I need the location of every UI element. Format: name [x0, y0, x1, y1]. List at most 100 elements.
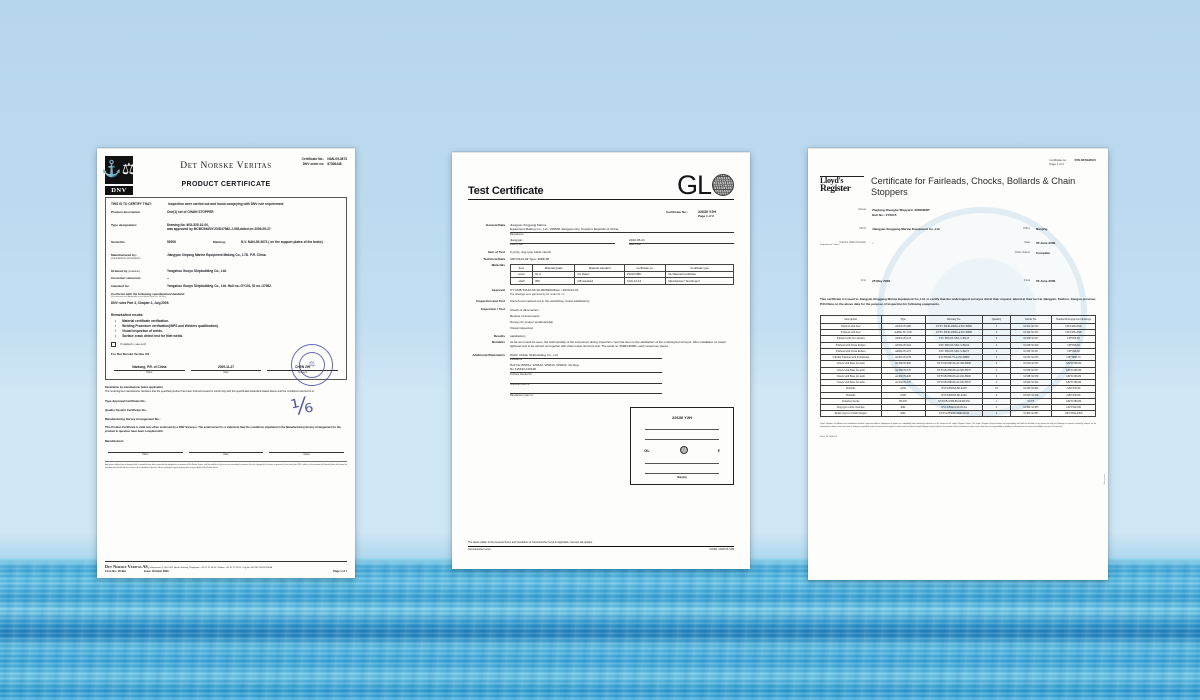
- technical-data-label: Technical Data: [483, 256, 505, 261]
- sign-name-cell: Name: [266, 451, 347, 456]
- manufactured-sublabel: (manufacturer and location): [111, 256, 141, 260]
- sheet-edge: [97, 148, 355, 149]
- globe-icon: [679, 446, 688, 454]
- signature-place-cell: Nantong, P.R. of China Place: [111, 365, 188, 374]
- table-header-row: Item Material grade Material standard Ce…: [510, 264, 734, 272]
- dnv-product-row: Product description One(1) set of CHAIN …: [111, 210, 341, 214]
- dnv-intended-row: Intended for: Yangzhou Guoyu Shipbuildin…: [111, 284, 341, 288]
- list-item: Review of documents: [510, 313, 540, 318]
- vessel-label: Vessel: [858, 208, 866, 212]
- lr-statement: This certificate is issued to Jiangyan X…: [820, 297, 1096, 307]
- serial-value: 92906: [167, 239, 176, 244]
- sign-place-caption: Place: [142, 453, 149, 457]
- date-value: 2009-11-27: [217, 364, 235, 369]
- product-label: Product description: [111, 210, 141, 214]
- dnv-document-title: PRODUCT CERTIFICATE: [181, 181, 271, 188]
- client-value: Jiangyan Xinggang Marine Equipment Co.,L…: [872, 227, 941, 232]
- gl-wordmark: GL: [676, 170, 712, 200]
- gl-hull-caption: Continue intended for: [510, 373, 532, 376]
- lr-document-title: Certificate for Fairleads, Chocks, Bolla…: [871, 176, 1076, 198]
- footer-page: Page 1 of 1: [333, 570, 347, 573]
- cert-no-value: NAN-09-3673: [327, 157, 347, 161]
- item-of-test-value: 5 pc(s), dog type cable clench: [510, 250, 552, 255]
- cell-certtype: Manufacturer Test Report: [665, 277, 734, 285]
- enclosure-checkbox[interactable]: [111, 341, 116, 347]
- quality-system-field[interactable]: Quality System Certificate No.:: [105, 407, 148, 412]
- cell-standard: GB standard: [574, 277, 625, 285]
- ordered-sublabel: (customer): [128, 269, 140, 273]
- technical-data-value: CB/T3143-99 Type: ФФФ-68: [510, 256, 550, 261]
- gl-test-certificate[interactable]: Test Certificate GL Certificate No.: 226…: [452, 152, 750, 569]
- gl-manufacturer-caption: Manufacturer: [510, 233, 524, 236]
- gl-inspection-block: Inspection and Test Clench test carried …: [468, 299, 734, 303]
- gl-cert-no-value: 22630 Y2H: [698, 209, 716, 214]
- gl-remarks-text: As far as it could be seen, the workmans…: [510, 340, 726, 349]
- msa-field[interactable]: Manufacturing Survey Arrangement No.:: [105, 416, 161, 421]
- surveyor-caption: Surveyor: [297, 371, 308, 375]
- list-item: Material certificate verification.: [115, 319, 341, 324]
- dnv-product-certificate[interactable]: ⚓⚖ DNV Certificate No.: DNV order no: NA…: [97, 148, 355, 578]
- inspected-at-label: Inspected at / Dates: [820, 244, 840, 246]
- cell-item: shaft: [510, 277, 533, 285]
- list-item: Visual inspection of welds.: [115, 329, 341, 334]
- gl-manufacturer-line1: Jiangyan Xingyang Marine: [510, 222, 547, 227]
- col-quantity: Quantity: [982, 314, 1011, 324]
- equipment-table: Description Type Drawing No. Quantity Se…: [820, 314, 1096, 418]
- conforms-sublabel: (if necessary use Appendix to certificat…: [111, 296, 167, 299]
- table-row: Fairlead with Two Rollers A350G H=413 XYC …: [820, 335, 1096, 343]
- gl-manufacturer-order-caption: Manufacturer order no.: [510, 394, 534, 397]
- gl-footer-form: FO082 / 2006-05 VFB: [709, 548, 734, 551]
- gl-approval-block: Approval XYY/CB/T3143-99 10-0026920JDen …: [468, 288, 734, 296]
- intended-value: Yangzhou Guoyu Shipbuilding Co., Ltd. Hu…: [167, 284, 272, 289]
- cell-qty: 2: [982, 410, 1011, 418]
- serial-label: Serial No:: [111, 239, 126, 244]
- col-material-grade: Material grade: [531, 264, 576, 272]
- type-approval-field[interactable]: Type Approval Certificate No.:: [105, 398, 147, 403]
- declaration-heading: Declaration by manufacturer (when applic…: [105, 386, 163, 390]
- footer-issue: Issue: October 2000: [143, 570, 169, 573]
- gl-date-caption: Date of test: [629, 244, 641, 247]
- manufactured-label: Manufactured by:: [111, 252, 137, 257]
- gl-hull-line2: No:115193-115196: [510, 367, 537, 372]
- dnv-signature-row: Nantong, P.R. of China Place 2009-11-27 …: [111, 364, 341, 375]
- cell-standard: GL Rules: [574, 270, 625, 279]
- manufacturer-field[interactable]: Manufacturer:: [105, 438, 125, 443]
- gl-technical-data-block: Technical Data CB/T3143-99 Type: ФФФ-68: [468, 257, 734, 261]
- gl-certificate-number-block: Certificate No.: 22630 Y2H Page 1 of 2: [468, 210, 734, 218]
- lloyds-register-certificate[interactable]: Certificate no.: STO-DFSG200-5 Page 1 of…: [808, 148, 1108, 580]
- gl-customer-order-caption: Customer order no.: [510, 384, 530, 387]
- office-label: Office: [1023, 227, 1030, 231]
- dnv-enclosure-checkbox-row[interactable]: If marked x, see encl.: [111, 341, 341, 347]
- gl-general-data-block: General Data Jiangyan Xingyang Marine Eq…: [468, 223, 734, 248]
- cell-drawing: XYYGCB3046-2000-00-64: [924, 410, 984, 418]
- gl-manufacturer-order-value: .: [510, 388, 662, 395]
- col-serials-no: Serials No.: [1009, 314, 1053, 324]
- materials-table: Item Material grade Material standard Ce…: [510, 264, 734, 285]
- table-row: Bollards A450 XYYGB5954-86-A450 18 91343~913…: [820, 385, 1096, 393]
- final-date-label: Final: [1024, 279, 1030, 283]
- cell-type: Ф64: [880, 410, 926, 418]
- results-label: Remarks/test results:: [111, 313, 144, 318]
- col-drawing-no: Drawing No.: [924, 314, 984, 324]
- table-header-row: Description Type Drawing No. Quantity Se…: [820, 314, 1096, 324]
- footer-company: Det Norske Veritas AS,: [105, 564, 149, 569]
- dnv-manufactured-row: Manufactured by: (manufacturer and locat…: [111, 253, 341, 260]
- logo-line-2: Register: [820, 183, 851, 194]
- signature-surveyor-cell: CHEN ZHI Surveyor: [264, 365, 341, 375]
- date-value: 05 June 2009: [1036, 241, 1056, 246]
- dnv-disclaimer: Any person suffering loss or damage whic…: [105, 461, 347, 469]
- client-order-label: Client's Order Number: [839, 241, 866, 245]
- gl-results-label: Results: [493, 333, 505, 338]
- list-item: Survey for proper workmanship: [510, 320, 553, 325]
- lr-vessel-row: Vessel Zhejiang Zhenghe Shipyard, 33000D…: [820, 208, 1096, 217]
- col-material-standard: Material standard: [574, 264, 625, 272]
- col-description: Description: [820, 314, 882, 324]
- col-standard-drawings: Standard/LR approved drawings: [1051, 314, 1096, 324]
- anchor-scales-icon: ⚓⚖: [102, 156, 136, 184]
- first-date-label: First: [860, 279, 866, 283]
- signature-date-cell: 2009-11-27 Date: [188, 364, 265, 374]
- inspection-label: Inspection and Test: [476, 299, 505, 304]
- first-date-value: 25 May 2009: [872, 279, 891, 284]
- dnv-brand-title: Det Norske Veritas: [180, 161, 272, 171]
